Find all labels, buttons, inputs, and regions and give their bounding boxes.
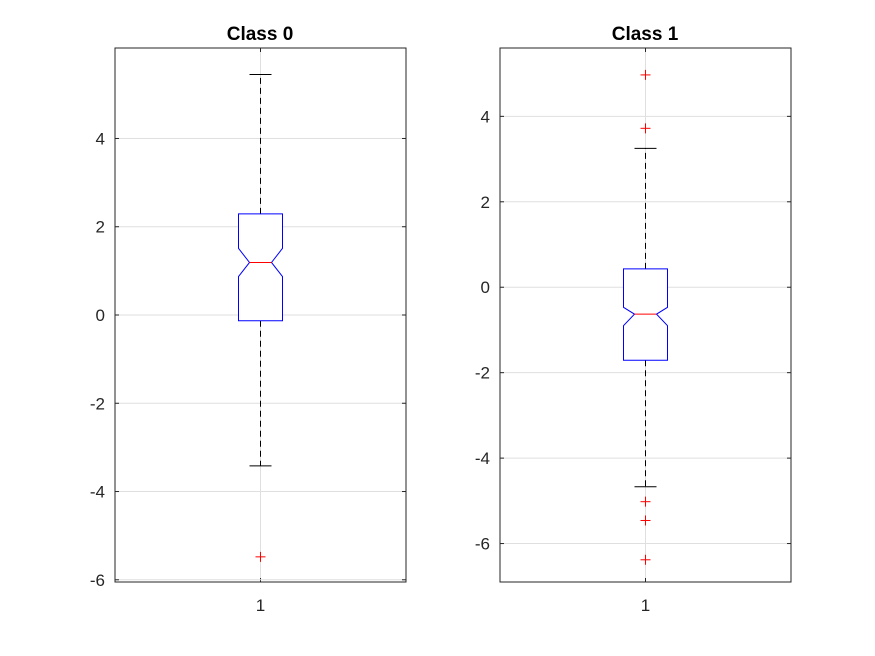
y-tick-label: 2 — [481, 193, 490, 212]
axes-frame — [114, 47, 407, 583]
y-tick-label: -4 — [475, 449, 490, 468]
axes-frame — [499, 47, 792, 583]
outlier-marker — [640, 69, 651, 80]
y-tick-label: -4 — [90, 483, 105, 502]
y-tick-label: -2 — [90, 394, 105, 413]
y-tick-label: 0 — [96, 306, 105, 325]
chart-title-class-1: Class 1 — [612, 24, 679, 45]
outlier-marker — [255, 551, 266, 562]
y-tick-label: -6 — [90, 571, 105, 590]
y-tick-label: -2 — [475, 364, 490, 383]
y-tick-label: 4 — [96, 129, 105, 148]
chart-title-class-0: Class 0 — [227, 24, 294, 45]
y-tick-label: -6 — [475, 535, 490, 554]
subplot-class-1: Class 1 1 -6 -4 -2 0 2 4 — [475, 24, 792, 615]
y-tick-label: 4 — [481, 107, 490, 126]
subplot-class-0: Class 0 1 -6 -4 -2 0 2 4 — [90, 24, 407, 615]
outlier-marker — [640, 515, 651, 526]
x-tick-label: 1 — [256, 596, 265, 615]
y-tick-label: 2 — [96, 218, 105, 237]
outlier-marker — [640, 496, 651, 507]
outlier-marker — [640, 123, 651, 134]
notched-box — [238, 213, 283, 322]
x-tick-label: 1 — [641, 596, 650, 615]
y-tick-label: 0 — [481, 278, 490, 297]
outlier-marker — [640, 554, 651, 565]
